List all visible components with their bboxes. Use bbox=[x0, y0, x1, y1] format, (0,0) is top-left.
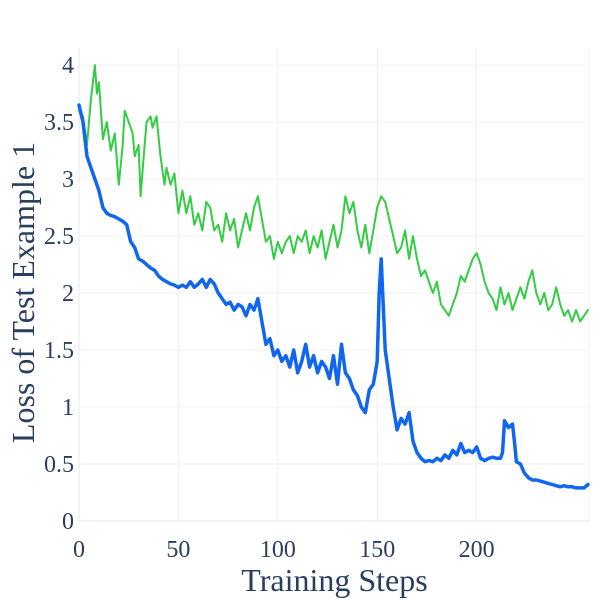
series-line-green bbox=[78, 64, 589, 323]
y-tick-label-0.5: 0.5 bbox=[44, 452, 74, 478]
y-tick-label-4: 4 bbox=[62, 53, 74, 79]
y-tick-label-3: 3 bbox=[62, 167, 74, 193]
y-tick-label-3.5: 3.5 bbox=[44, 110, 74, 136]
x-tick-label-0: 0 bbox=[73, 537, 85, 563]
series-lines bbox=[77, 64, 590, 490]
x-tick-label-200: 200 bbox=[459, 537, 495, 563]
x-tick-label-100: 100 bbox=[260, 537, 296, 563]
y-tick-label-1.5: 1.5 bbox=[44, 338, 74, 364]
x-tick-label-150: 150 bbox=[359, 537, 395, 563]
series-line-blue bbox=[77, 103, 590, 490]
y-axis-title: Loss of Test Example 1 bbox=[5, 142, 41, 443]
y-tick-label-1: 1 bbox=[62, 395, 74, 421]
y-tick-label-0: 0 bbox=[62, 509, 74, 535]
y-tick-label-2.5: 2.5 bbox=[44, 224, 74, 250]
x-axis-title: Training Steps bbox=[241, 562, 427, 598]
y-tick-label-2: 2 bbox=[62, 281, 74, 307]
x-tick-label-50: 50 bbox=[166, 537, 190, 563]
axis-ticks: 0 50 100 150 200 0 0.5 1 1.5 2 2.5 3 3.5 4 bbox=[44, 53, 495, 563]
